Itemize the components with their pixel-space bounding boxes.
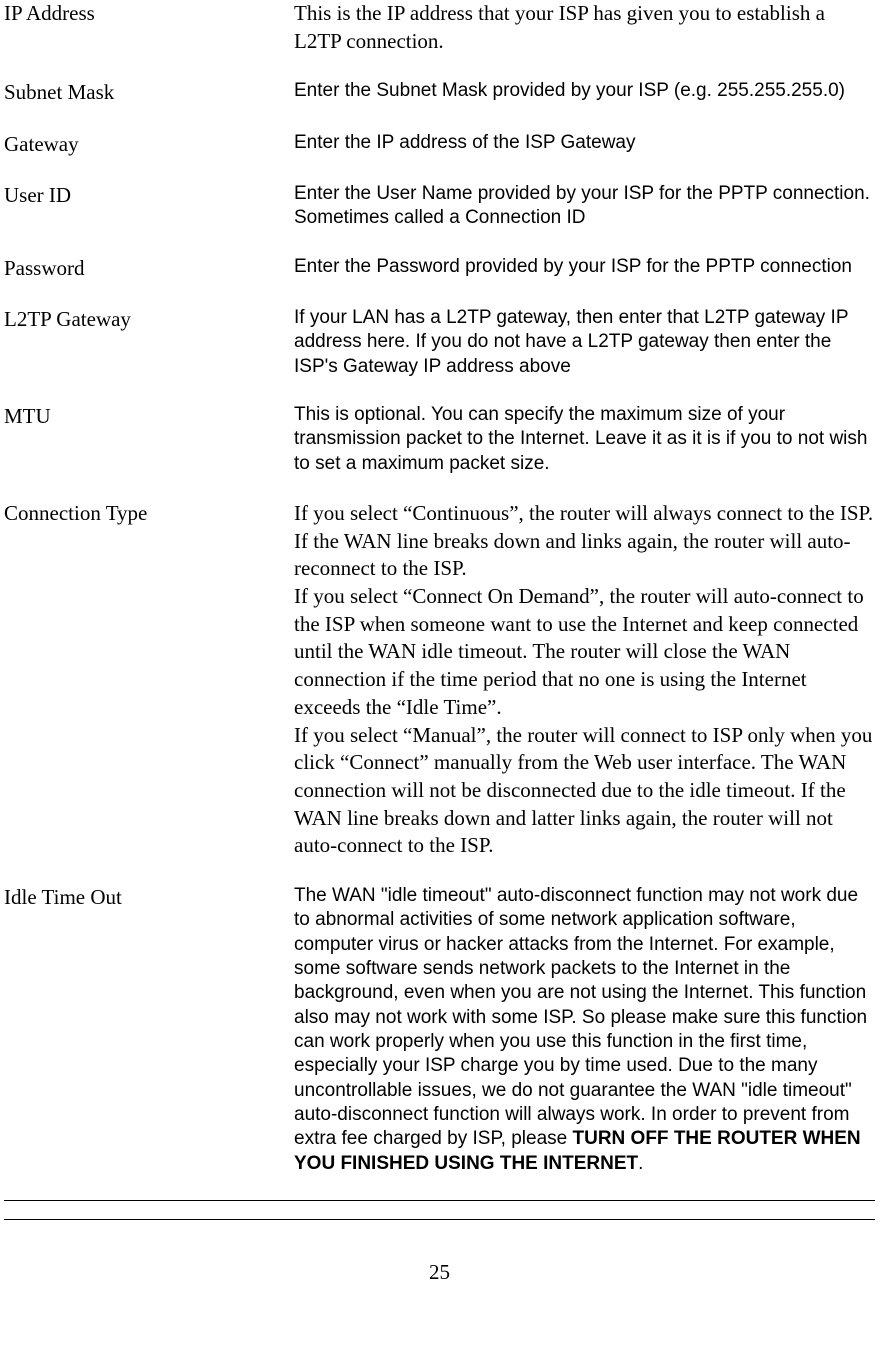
desc-ip-address: This is the IP address that your ISP has…	[294, 0, 875, 55]
desc-l2tp-gateway: If your LAN has a L2TP gateway, then ent…	[294, 306, 875, 379]
label-mtu: MTU	[4, 403, 294, 476]
row-idle-time-out: Idle Time Out The WAN "idle timeout" aut…	[4, 884, 875, 1176]
label-gateway: Gateway	[4, 131, 294, 158]
desc-idle-time-out-prefix: The WAN "idle timeout" auto-disconnect f…	[294, 885, 867, 1149]
desc-idle-time-out-suffix: .	[638, 1153, 643, 1174]
page-number: 25	[4, 1260, 875, 1295]
row-ip-address: IP Address This is the IP address that y…	[4, 0, 875, 55]
separator-rule-1	[4, 1200, 875, 1201]
document-page: IP Address This is the IP address that y…	[0, 0, 883, 1295]
row-gateway: Gateway Enter the IP address of the ISP …	[4, 131, 875, 158]
separator-rule-2	[4, 1219, 875, 1220]
row-connection-type: Connection Type If you select “Continuou…	[4, 500, 875, 860]
row-password: Password Enter the Password provided by …	[4, 255, 875, 282]
desc-connection-type: If you select “Continuous”, the router w…	[294, 500, 875, 860]
label-ip-address: IP Address	[4, 0, 294, 55]
row-subnet-mask: Subnet Mask Enter the Subnet Mask provid…	[4, 79, 875, 106]
desc-mtu: This is optional. You can specify the ma…	[294, 403, 875, 476]
label-subnet-mask: Subnet Mask	[4, 79, 294, 106]
row-mtu: MTU This is optional. You can specify th…	[4, 403, 875, 476]
label-l2tp-gateway: L2TP Gateway	[4, 306, 294, 379]
label-password: Password	[4, 255, 294, 282]
label-idle-time-out: Idle Time Out	[4, 884, 294, 1176]
row-l2tp-gateway: L2TP Gateway If your LAN has a L2TP gate…	[4, 306, 875, 379]
label-user-id: User ID	[4, 182, 294, 231]
desc-user-id: Enter the User Name provided by your ISP…	[294, 182, 875, 231]
desc-subnet-mask: Enter the Subnet Mask provided by your I…	[294, 79, 875, 106]
desc-idle-time-out: The WAN "idle timeout" auto-disconnect f…	[294, 884, 875, 1176]
desc-gateway: Enter the IP address of the ISP Gateway	[294, 131, 875, 158]
label-connection-type: Connection Type	[4, 500, 294, 860]
row-user-id: User ID Enter the User Name provided by …	[4, 182, 875, 231]
desc-password: Enter the Password provided by your ISP …	[294, 255, 875, 282]
